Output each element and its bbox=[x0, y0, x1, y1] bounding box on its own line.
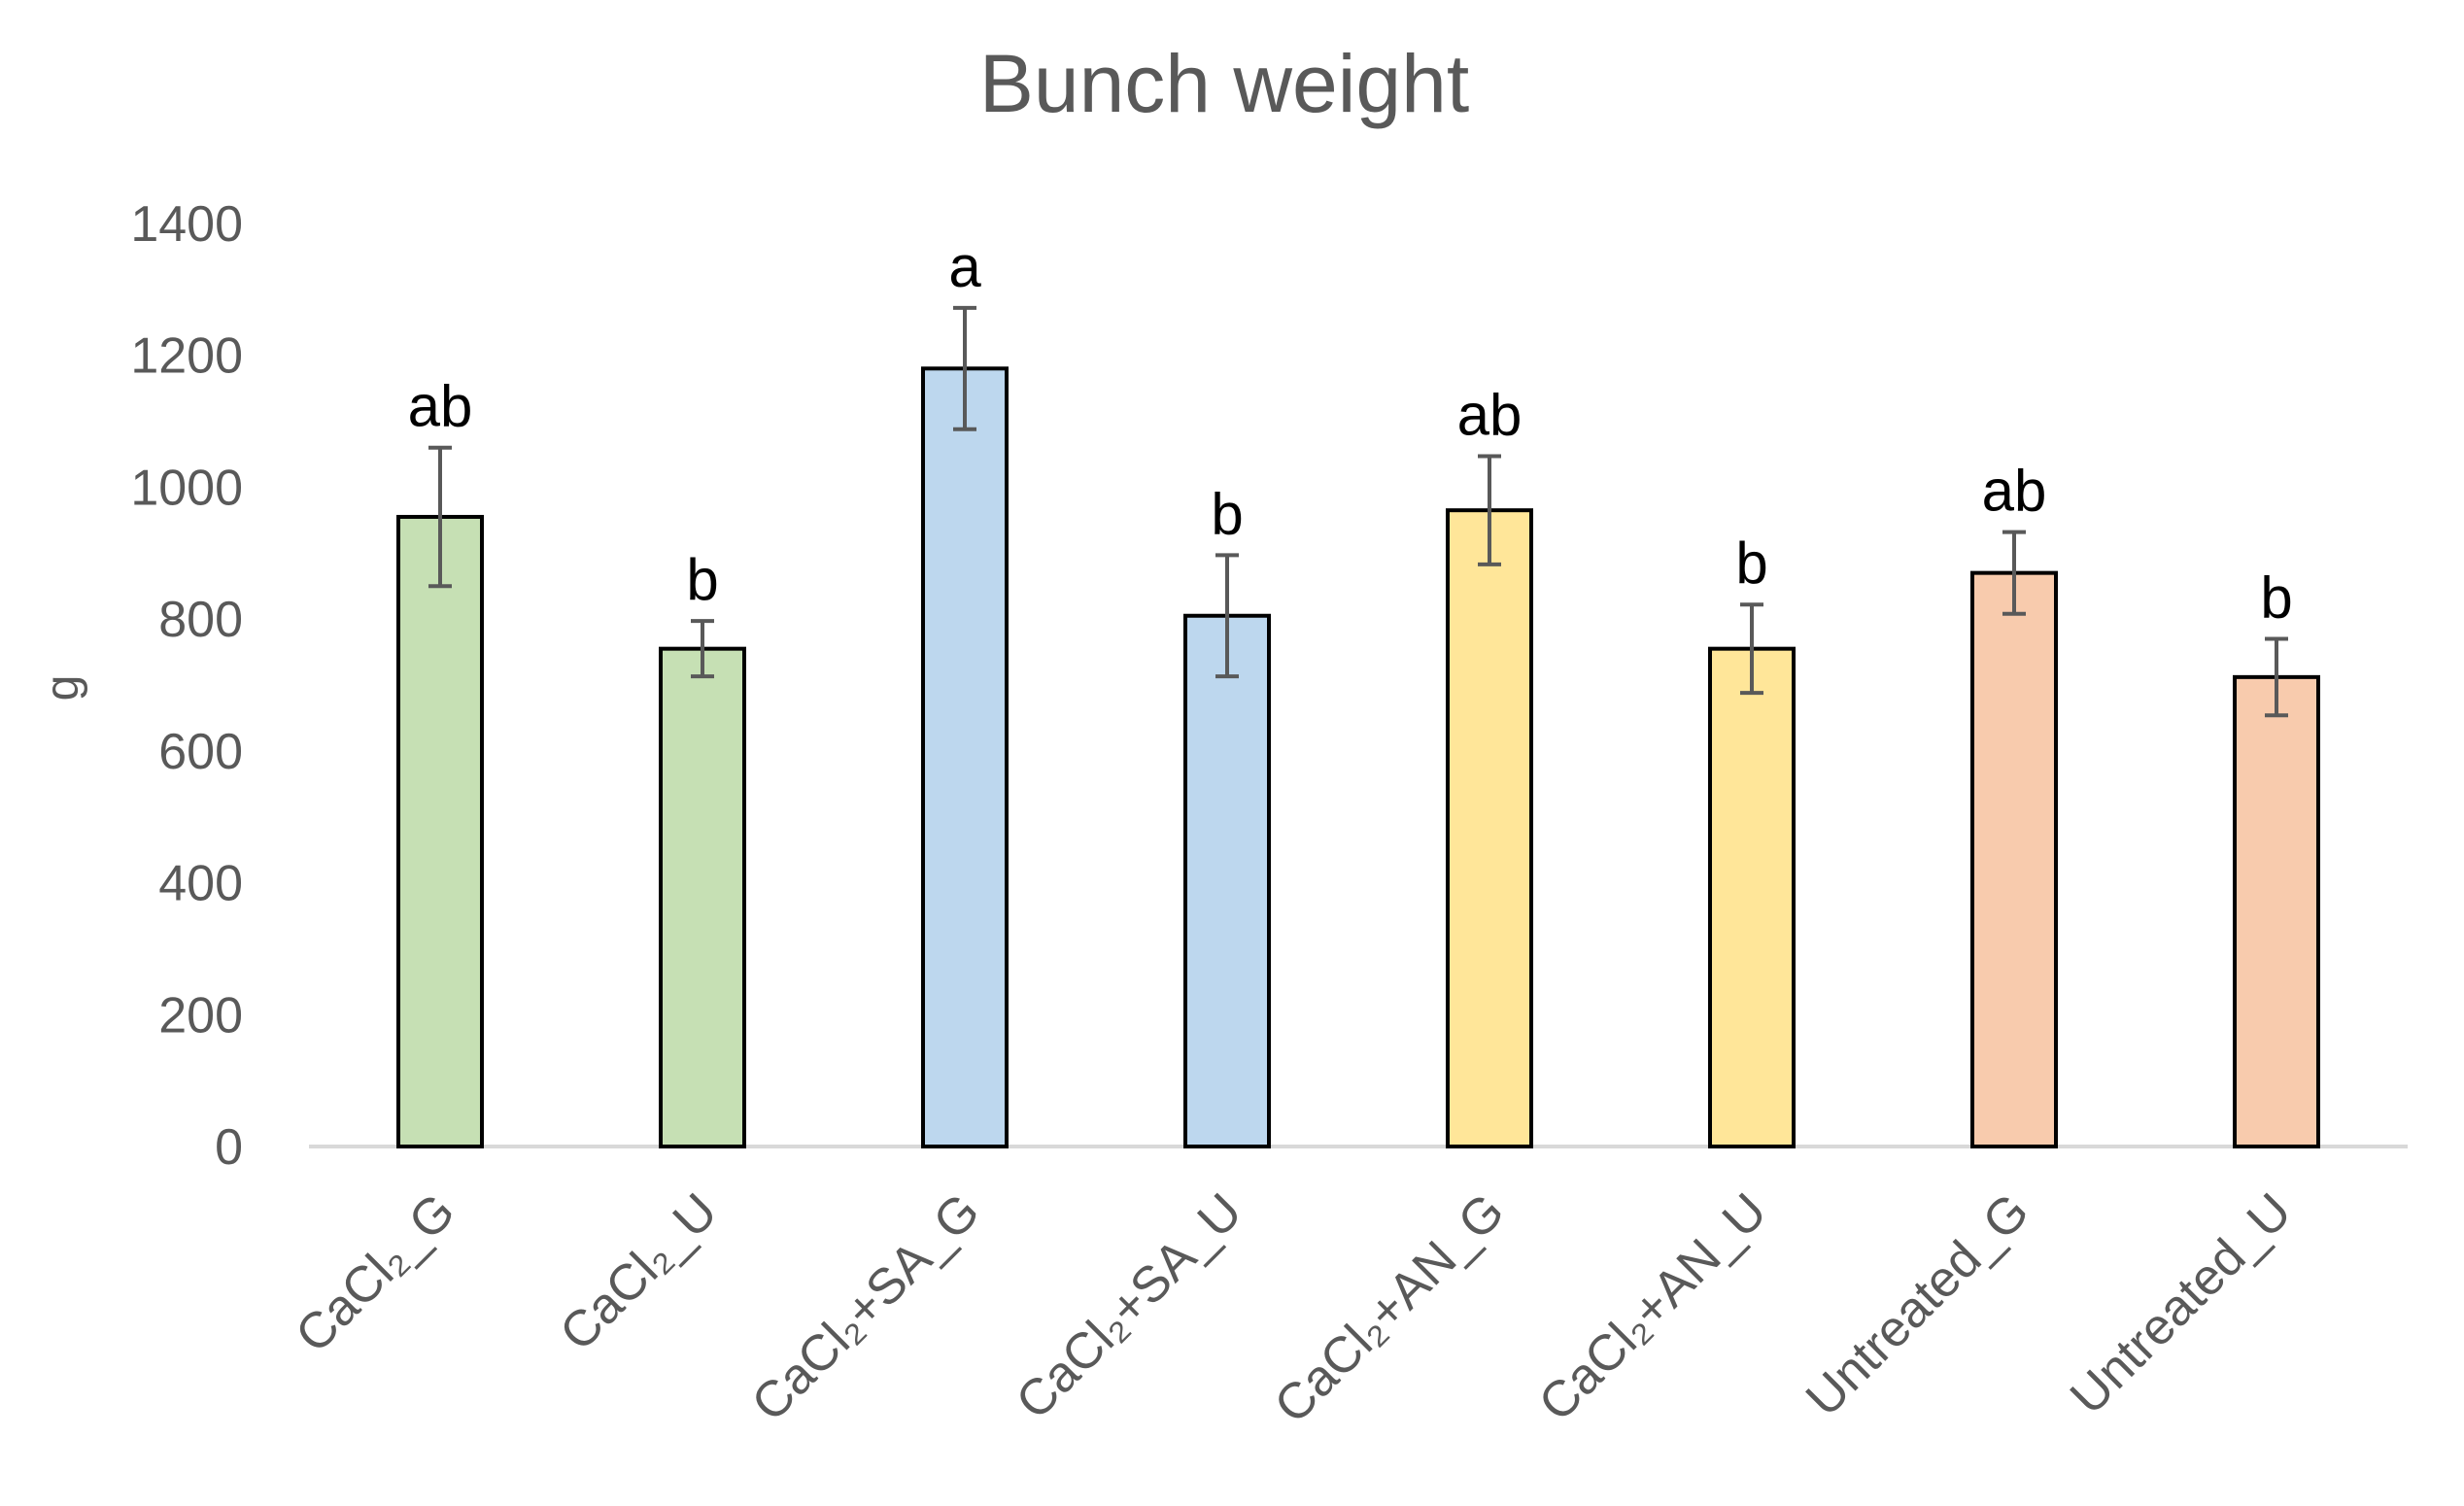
significance-label: ab bbox=[1457, 383, 1523, 448]
bar bbox=[1970, 570, 2058, 1148]
significance-label: b bbox=[1211, 481, 1243, 546]
significance-label: b bbox=[686, 547, 718, 612]
category-label: CaCl₂+SA_U bbox=[1006, 1182, 1253, 1430]
y-tick-label: 400 bbox=[158, 856, 243, 912]
category-label: CaCl₂+AN_G bbox=[1264, 1182, 1516, 1434]
bar bbox=[1708, 646, 1796, 1148]
category-label: CaCl₂_U bbox=[549, 1182, 728, 1361]
bar bbox=[2233, 674, 2320, 1148]
y-tick-label: 200 bbox=[158, 987, 243, 1044]
y-axis-label: g bbox=[37, 675, 88, 702]
y-tick-label: 800 bbox=[158, 592, 243, 648]
significance-label: b bbox=[1735, 531, 1767, 596]
category-label: CaCl₂+AN_U bbox=[1528, 1182, 1778, 1432]
significance-label: ab bbox=[1982, 459, 2047, 524]
chart-title: Bunch weight bbox=[979, 38, 1469, 129]
category-label: CaCl₂_G bbox=[285, 1182, 465, 1363]
y-tick-label: 0 bbox=[215, 1119, 243, 1176]
significance-label: a bbox=[948, 234, 981, 299]
bar bbox=[659, 646, 746, 1148]
bar bbox=[1183, 613, 1271, 1148]
bar bbox=[921, 366, 1009, 1148]
y-axis-ticks: 0 200 400 600 800 1000 1200 1400 bbox=[130, 196, 243, 1176]
y-tick-label: 1200 bbox=[130, 328, 243, 385]
bar bbox=[396, 514, 484, 1148]
category-label: Untreated_U bbox=[2060, 1182, 2302, 1424]
bar bbox=[1446, 508, 1533, 1148]
y-tick-label: 1400 bbox=[130, 196, 243, 253]
category-label: CaCl₂+SA_G bbox=[741, 1182, 991, 1432]
category-label: Untreated_G bbox=[1796, 1182, 2040, 1427]
y-tick-label: 600 bbox=[158, 724, 243, 780]
y-tick-label: 1000 bbox=[130, 460, 243, 516]
category-labels: CaCl₂_G CaCl₂_U CaCl₂+SA_G CaCl₂+SA_U CaCl₂+… bbox=[285, 1182, 2302, 1434]
significance-label: ab bbox=[408, 374, 473, 439]
significance-label: b bbox=[2260, 565, 2292, 631]
